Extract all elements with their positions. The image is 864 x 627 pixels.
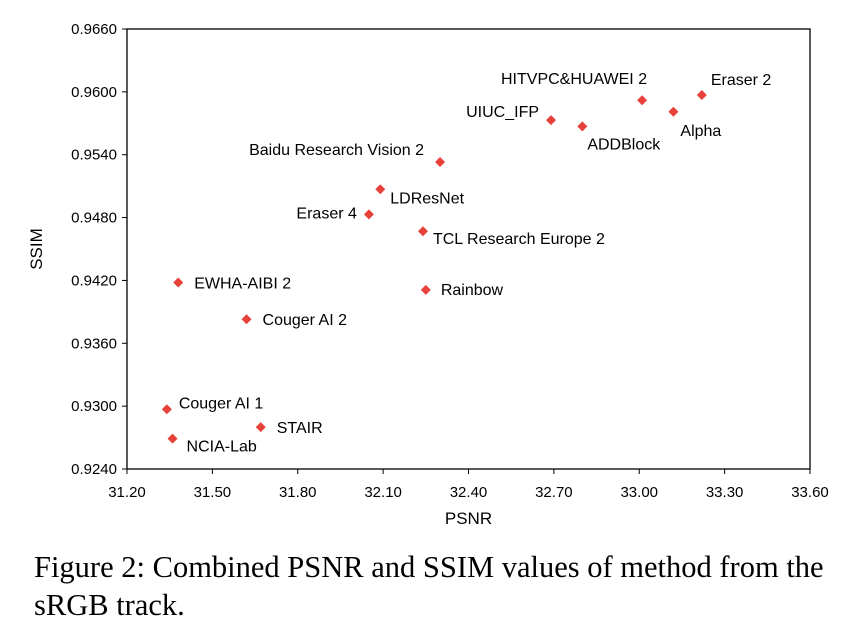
scatter-chart: 31.20 31.50 31.80 32.10 32.40 32.70 33.00 33.30…: [27, 21, 829, 528]
data-point: [696, 90, 707, 100]
y-tick-label: 0.9660: [71, 21, 117, 38]
x-tick-label: 31.80: [279, 484, 317, 501]
y-tick-label: 0.9360: [71, 335, 117, 352]
point-label: HITVPC&HUAWEI 2: [501, 71, 647, 88]
y-tick-label: 0.9540: [71, 147, 117, 164]
point-label: Rainbow: [441, 282, 504, 299]
data-point: [241, 314, 252, 325]
data-point: [161, 404, 172, 415]
y-tick-label: 0.9480: [71, 210, 117, 227]
x-tick-label: 33.30: [706, 484, 744, 501]
point-labels: Eraser 2 HITVPC&HUAWEI 2 Alpha ADDBlock UIUC…: [179, 71, 772, 455]
point-label: Eraser 4: [296, 205, 357, 222]
point-label: STAIR: [277, 420, 323, 437]
x-axis-title: PSNR: [445, 509, 492, 528]
y-axis-title: SSIM: [27, 228, 46, 270]
point-label: TCL Research Europe 2: [433, 231, 605, 248]
point-label: ADDBlock: [587, 136, 661, 153]
data-point: [420, 284, 431, 295]
x-tick-label: 33.60: [791, 484, 829, 501]
y-axis-ticks: 0.9240 0.9300 0.9360 0.9420 0.9480 0.9540 0.96…: [71, 21, 127, 478]
data-point: [417, 226, 428, 237]
data-point: [255, 422, 266, 433]
point-label: EWHA-AIBI 2: [194, 276, 291, 293]
data-point: [435, 157, 446, 168]
point-label: Couger AI 2: [263, 312, 348, 329]
y-tick-label: 0.9240: [71, 461, 117, 478]
data-point: [363, 209, 374, 220]
figure-caption: Figure 2: Combined PSNR and SSIM values …: [34, 550, 824, 622]
point-label: Couger AI 1: [179, 395, 264, 412]
x-tick-label: 33.00: [620, 484, 658, 501]
data-point: [577, 121, 588, 132]
y-tick-label: 0.9600: [71, 84, 117, 101]
x-axis-ticks: 31.20 31.50 31.80 32.10 32.40 32.70 33.00 33.30…: [108, 469, 829, 501]
x-tick-label: 32.70: [535, 484, 573, 501]
data-point: [173, 277, 184, 288]
point-label: Eraser 2: [711, 72, 772, 89]
y-tick-label: 0.9420: [71, 272, 117, 289]
point-label: LDResNet: [390, 190, 464, 207]
point-label: Alpha: [680, 123, 721, 140]
point-label: UIUC_IFP: [466, 104, 539, 121]
data-points: [161, 90, 707, 444]
x-tick-label: 31.50: [194, 484, 232, 501]
data-point: [668, 106, 679, 117]
x-tick-label: 32.40: [450, 484, 488, 501]
y-tick-label: 0.9300: [71, 398, 117, 415]
data-point: [546, 115, 557, 126]
point-label: Baidu Research Vision 2: [249, 142, 424, 159]
point-label: NCIA-Lab: [187, 439, 257, 456]
x-tick-label: 32.10: [364, 484, 402, 501]
data-point: [375, 184, 386, 195]
data-point: [167, 433, 178, 444]
data-point: [637, 95, 648, 106]
x-tick-label: 31.20: [108, 484, 146, 501]
